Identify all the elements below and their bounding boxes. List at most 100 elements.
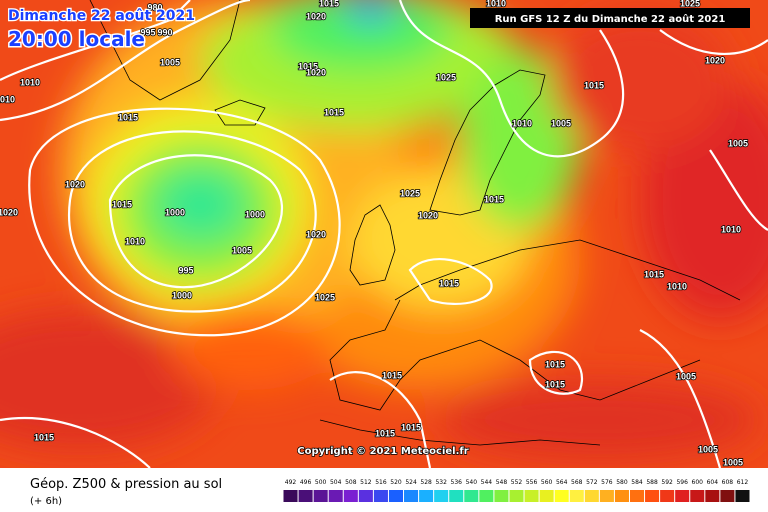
legend-title: Géop. Z500 & pression au sol — [30, 477, 222, 492]
scale-swatch — [524, 490, 539, 502]
scale-swatch — [343, 490, 358, 502]
scale-swatch — [313, 490, 328, 502]
isobar-label: 1010 — [512, 118, 532, 128]
isobar-label: 1010 — [667, 281, 687, 291]
isobar — [709, 149, 768, 231]
isobar-label: 1005 — [728, 138, 748, 148]
isobar-label: 1015 — [484, 194, 504, 204]
scale-label: 508 — [345, 479, 357, 486]
isobar — [108, 154, 283, 289]
scale-label: 492 — [285, 479, 297, 486]
scale-label: 580 — [616, 479, 628, 486]
isobar-lines — [0, 0, 768, 469]
scale-swatch — [494, 490, 509, 502]
isobar-label: 1025 — [315, 292, 335, 302]
scale-label: 604 — [707, 479, 719, 486]
isobar — [528, 350, 583, 395]
isobar-label: 1020 — [306, 229, 326, 239]
run-box — [470, 8, 750, 28]
isobar-label: 1020 — [65, 179, 85, 189]
isobar-label: 1015 — [112, 199, 132, 209]
scale-swatch — [645, 490, 660, 502]
scale-label: 500 — [315, 479, 327, 486]
scale-label: 572 — [586, 479, 598, 486]
isobar-label: 1005 — [676, 371, 696, 381]
isobar-label: 1020 — [306, 67, 326, 77]
isobar-label: 1015 — [545, 379, 565, 389]
scale-swatch — [720, 490, 735, 502]
scale-swatch — [539, 490, 554, 502]
isobar-label: 1015 — [584, 80, 604, 90]
isobar-label: 1010 — [721, 224, 741, 234]
scale-label: 536 — [451, 479, 463, 486]
isobar — [659, 29, 768, 55]
scale-label: 600 — [692, 479, 704, 486]
isobar-label: 1020 — [306, 11, 326, 21]
isobar-label: 1000 — [172, 290, 192, 300]
isobar-label: 980 — [147, 2, 162, 12]
scale-swatch — [358, 490, 373, 502]
geopotential-field — [0, 0, 768, 468]
isobar-label: 1015 — [118, 112, 138, 122]
isobar-label: 1015 — [319, 0, 339, 8]
scale-swatch — [283, 490, 298, 502]
scale-label: 524 — [405, 479, 417, 486]
scale-swatch — [584, 490, 599, 502]
scale-swatch — [479, 490, 494, 502]
isobar-label: 1005 — [232, 245, 252, 255]
scale-swatch — [434, 490, 449, 502]
scale-label: 512 — [360, 479, 372, 486]
scale-label: 504 — [330, 479, 342, 486]
isobar — [639, 329, 722, 469]
scale-swatch — [328, 490, 343, 502]
scale-label: 548 — [496, 479, 508, 486]
isobar — [329, 371, 432, 469]
scale-label: 608 — [722, 479, 734, 486]
run-info: Run GFS 12 Z du Dimanche 22 août 2021 — [495, 13, 726, 25]
scale-swatch — [614, 490, 629, 502]
scale-label: 612 — [737, 479, 749, 486]
isobar-label: 990 — [157, 27, 172, 37]
scale-swatch — [690, 490, 705, 502]
scale-swatch — [675, 490, 690, 502]
scale-swatch — [660, 490, 675, 502]
scale-label: 556 — [526, 479, 538, 486]
scale-label: 560 — [541, 479, 553, 486]
continent — [329, 239, 741, 411]
scale-swatch — [629, 490, 645, 502]
britain — [349, 204, 396, 286]
isobar-label: 1015 — [324, 107, 344, 117]
color-scale: 492 496 500 504 508 512 516 520 524 528 532 536 540 5… — [283, 479, 750, 502]
isobar-label: 1010 — [0, 94, 15, 104]
isobar-label: 995 — [178, 265, 193, 275]
scale-swatch — [404, 490, 419, 502]
scale-label: 576 — [601, 479, 613, 486]
copyright: Copyright © 2021 Meteociel.fr — [297, 446, 468, 457]
scale-label: 540 — [466, 479, 478, 486]
isobar — [67, 130, 317, 313]
scale-label: 528 — [420, 479, 432, 486]
scale-swatch — [388, 490, 404, 502]
scale-label: 584 — [631, 479, 643, 486]
scale-label: 596 — [676, 479, 688, 486]
isobar-labels: 1015 1020 980 995 990 1005 1010 1015 1020 1015 101… — [0, 0, 749, 468]
isobar — [398, 0, 625, 158]
isobar-label: 1015 — [545, 359, 565, 369]
scale-swatch — [464, 490, 479, 502]
isobar-label: 1010 — [20, 77, 40, 87]
scale-swatch — [419, 490, 434, 502]
scale-swatch — [705, 490, 720, 502]
africa — [319, 419, 601, 446]
isobar-label: 1020 — [705, 55, 725, 65]
coastlines — [89, 0, 741, 446]
isobar-label: 1015 — [382, 370, 402, 380]
map-date: Dimanche 22 août 2021 — [8, 8, 195, 24]
isobar-label: 1005 — [160, 57, 180, 67]
isobar — [0, 416, 151, 469]
scale-label: 552 — [511, 479, 523, 486]
scale-label: 564 — [556, 479, 568, 486]
isobar-label: 1025 — [436, 72, 456, 82]
scale-swatch — [735, 490, 750, 502]
isobar-label: 1005 — [723, 457, 743, 467]
